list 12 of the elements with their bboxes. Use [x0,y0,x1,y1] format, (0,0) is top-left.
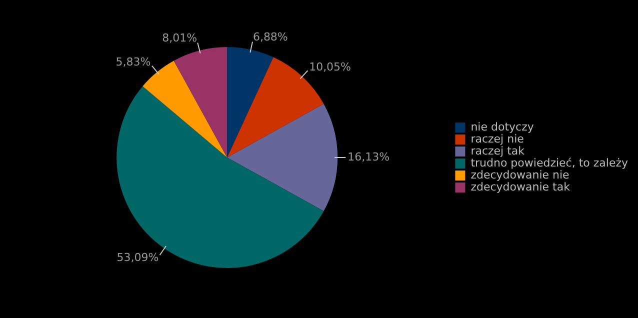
data-label: 53,09% [116,251,159,264]
data-label: 8,01% [162,32,198,45]
legend-label: raczej nie [470,132,524,146]
data-label: 6,88% [252,30,288,44]
data-label: 16,13% [348,150,390,164]
legend-label: zdecydowanie tak [470,180,571,194]
data-label: 5,83% [116,56,151,69]
legend-label: trudno powiedzieć, to zależy [470,156,628,170]
legend-label: raczej tak [470,144,526,158]
legend-label: zdecydowanie nie [470,168,570,182]
data-label: 10,05% [309,60,352,74]
legend-label: nie dotyczy [470,120,534,134]
